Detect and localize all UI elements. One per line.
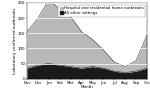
Legend: Hospital and residential home outbreaks, All other settings: Hospital and residential home outbreaks,… [58,5,145,17]
X-axis label: Month: Month [81,85,93,89]
Y-axis label: Laboratory confirmed outbreaks: Laboratory confirmed outbreaks [13,8,17,74]
